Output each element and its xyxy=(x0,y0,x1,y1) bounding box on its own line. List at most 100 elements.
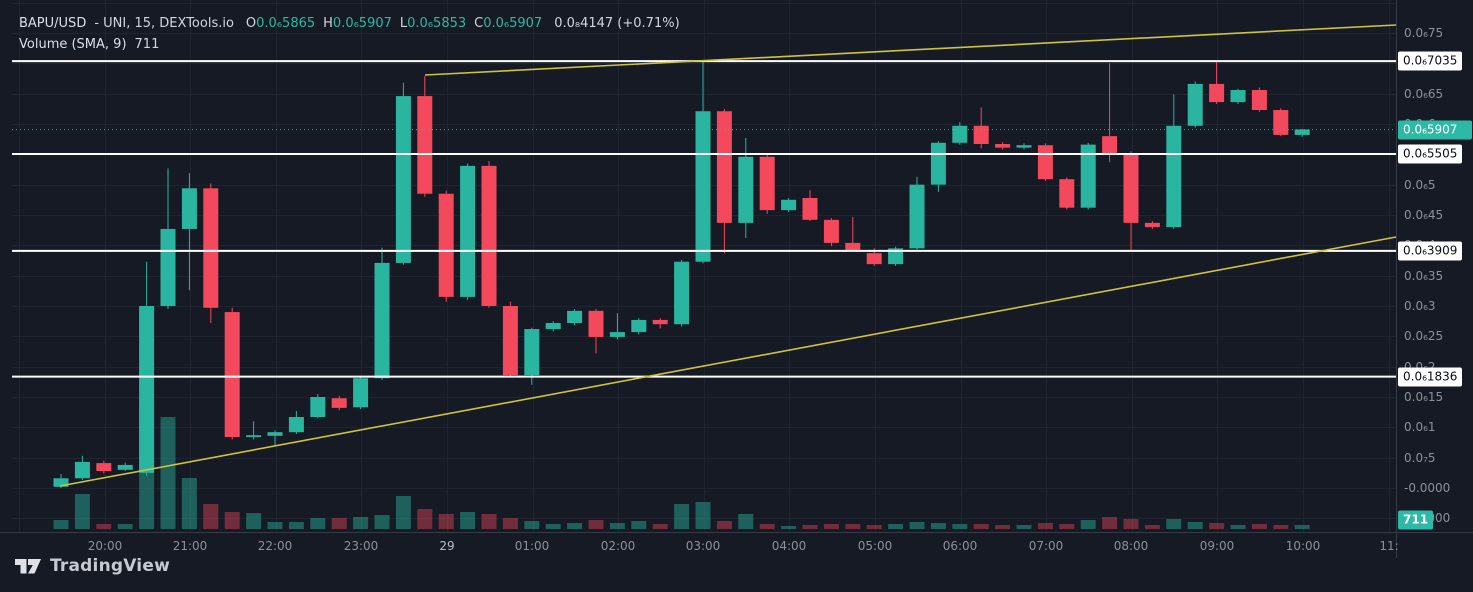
candle-body xyxy=(1123,153,1139,223)
volume-bar xyxy=(310,518,326,529)
open-label: O xyxy=(245,16,257,31)
volume-bar xyxy=(1294,525,1310,529)
candle xyxy=(288,410,304,435)
low-value: 0.0₆5853 xyxy=(407,16,467,31)
candle xyxy=(738,137,754,239)
volume-indicator-label[interactable]: Volume (SMA, 9) xyxy=(19,37,127,52)
candle-body xyxy=(331,398,347,408)
candle xyxy=(331,395,347,411)
candle-body xyxy=(973,125,989,145)
candle-body xyxy=(674,261,690,325)
candle-body xyxy=(609,332,625,337)
candle-body xyxy=(481,165,497,306)
volume-bar xyxy=(609,523,625,529)
price-tick-label: -0.0000 xyxy=(1404,481,1451,495)
volume-bar xyxy=(1144,525,1160,529)
candle-body xyxy=(353,378,369,408)
candle xyxy=(1166,94,1182,229)
candle xyxy=(567,309,583,326)
candle-body xyxy=(1294,129,1310,135)
candle xyxy=(909,176,925,251)
price-tick-label: 0.0₆35 xyxy=(1404,268,1444,283)
candle-body xyxy=(1209,83,1225,103)
candle-body xyxy=(1059,179,1075,208)
candle xyxy=(781,197,797,212)
candle-body xyxy=(588,310,604,337)
last-price-badge: 0.0₆5907 xyxy=(1398,120,1472,140)
time-axis[interactable]: 20:00 21:00 22:00 23:00 29 01:00 02:00 03:00 04:… xyxy=(0,533,1473,559)
volume-bar xyxy=(374,515,390,529)
candle xyxy=(1209,62,1225,104)
volume-badge: 711 xyxy=(1398,510,1434,530)
high-label: H xyxy=(323,16,333,31)
candle-body xyxy=(631,319,647,333)
gridlines xyxy=(12,0,1396,532)
low-label: L xyxy=(399,16,408,31)
candle xyxy=(1144,221,1160,229)
level-price-badge: 0.0₆1836 xyxy=(1398,367,1463,387)
volume-bar xyxy=(502,518,518,529)
candle-body xyxy=(738,156,754,223)
volume-bars xyxy=(53,402,1310,529)
candle-body xyxy=(395,96,411,263)
volume-bar xyxy=(802,525,818,529)
symbol-title[interactable]: BAPU/USD xyxy=(19,16,87,31)
volume-bar xyxy=(738,514,754,529)
level-price-badge: 0.0₆7035 xyxy=(1398,51,1463,71)
candle-body xyxy=(995,144,1011,148)
tradingview-logo[interactable]: TradingView xyxy=(15,556,170,576)
candle-body xyxy=(74,461,90,479)
candle xyxy=(481,160,497,308)
candle xyxy=(588,309,604,354)
time-tick-label: 05:00 xyxy=(857,539,893,553)
candle xyxy=(374,247,390,381)
time-tick-label: 09:00 xyxy=(1199,539,1235,553)
candle xyxy=(74,455,90,481)
price-tick-label: 0.0₆5 xyxy=(1404,177,1436,192)
candle xyxy=(417,76,433,197)
candle xyxy=(139,261,155,476)
time-tick-label: 22:00 xyxy=(257,539,293,553)
candle xyxy=(1251,87,1267,112)
candle-body xyxy=(1166,125,1182,228)
volume-bar xyxy=(1059,524,1075,529)
trendline-upper[interactable] xyxy=(424,24,1397,76)
volume-bar xyxy=(96,524,112,529)
candle-body xyxy=(524,329,540,376)
candle-body xyxy=(160,228,176,306)
close-label: C xyxy=(474,16,484,31)
price-axis[interactable]: 0.0₆750.0₆650.0₆60.0₆50.0₆450.0₆40.0₆350… xyxy=(1397,0,1473,532)
candle xyxy=(930,140,946,192)
candle xyxy=(973,107,989,149)
volume-bar xyxy=(866,525,882,529)
candle-body xyxy=(502,305,518,376)
volume-bar xyxy=(74,494,90,529)
candle xyxy=(802,190,818,222)
legend-volume-row: Volume (SMA, 9) 711 xyxy=(19,34,680,55)
high-value: 0.0₆5907 xyxy=(332,16,392,31)
time-tick-label: 20:00 xyxy=(87,539,123,553)
candle xyxy=(1080,142,1096,210)
trendline-lower[interactable] xyxy=(59,236,1397,487)
price-tick-label: 0.0₆75 xyxy=(1404,25,1444,40)
volume-bar xyxy=(781,526,797,529)
candle-body xyxy=(845,242,861,251)
time-tick-label: 10:00 xyxy=(1285,539,1321,553)
volume-bar xyxy=(246,513,262,529)
candle xyxy=(1187,81,1203,128)
chart-legend: BAPU/USD - UNI, 15, DEXTools.io O 0.0₆586… xyxy=(19,13,680,55)
candle-body xyxy=(759,156,775,211)
candle-body xyxy=(203,188,219,308)
candle-body xyxy=(695,111,711,262)
candle xyxy=(246,421,262,440)
candle xyxy=(181,173,197,291)
volume-indicator-value: 711 xyxy=(134,37,160,52)
candle xyxy=(310,393,326,419)
candle-body xyxy=(652,319,668,325)
candle xyxy=(117,462,133,472)
volume-bar xyxy=(567,523,583,529)
time-tick-label: 08:00 xyxy=(1113,539,1149,553)
candle-body xyxy=(224,312,240,438)
